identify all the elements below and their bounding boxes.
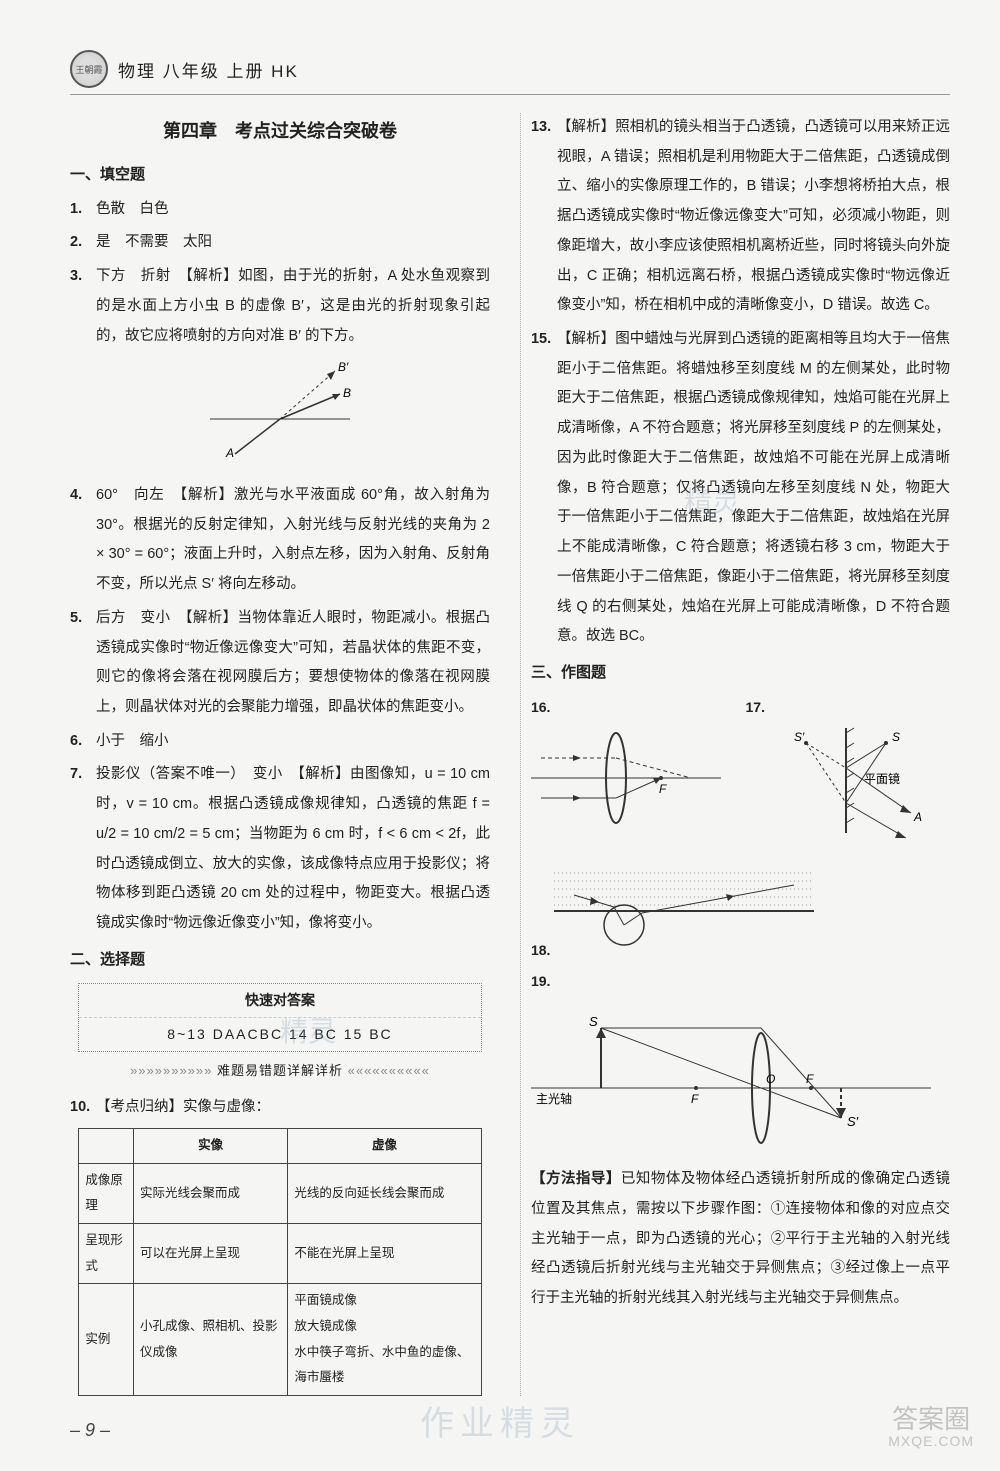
method-guide: 【方法指导】已知物体及物体经凸透镜折射所成的像确定凸透镜位置及其焦点，需按以下步… — [531, 1165, 950, 1314]
th-1: 实像 — [134, 1129, 288, 1164]
fig18-label: 18. — [531, 942, 550, 958]
quick-answers-box: 快速对答案 8~13 DAACBC 14 BC 15 BC — [78, 983, 482, 1051]
q7: 7. 投影仪（答案不唯一） 变小 【解析】由图像知，u = 10 cm 时，v … — [70, 760, 490, 938]
svg-text:S′: S′ — [847, 1114, 859, 1129]
q3-diagram: A B B′ — [70, 359, 490, 471]
svg-text:F: F — [806, 1072, 814, 1086]
cell: 小孔成像、照相机、投影仪成像 — [134, 1284, 288, 1396]
svg-text:F: F — [691, 1092, 699, 1106]
table-row: 呈现形式 可以在光屏上呈现 不能在光屏上呈现 — [79, 1224, 481, 1284]
cell: 实例 — [79, 1284, 134, 1396]
fig16-label: 16. — [531, 699, 550, 715]
section-draw: 三、作图题 — [531, 658, 950, 689]
th-2: 虚像 — [288, 1129, 481, 1164]
logo-badge: 王朝霞 — [70, 50, 108, 88]
q2-num: 2. — [70, 228, 96, 258]
content-columns: 第四章 考点过关综合突破卷 一、填空题 1. 色散 白色 2. 是 不需要 太阳… — [70, 113, 950, 1396]
q10-num: 10. — [70, 1093, 96, 1123]
section-choice: 二、选择题 — [70, 945, 490, 976]
wm-br-1: 答案圈 — [888, 1405, 974, 1434]
q13-num: 13. — [531, 113, 557, 321]
q6: 6. 小于 缩小 — [70, 727, 490, 757]
page-number: 9 — [70, 1420, 110, 1441]
right-column: 13. 【解析】照相机的镜头相当于凸透镜，凸透镜可以用来矫正远视眼，A 错误；照… — [520, 113, 950, 1396]
figs-16-17: 16. F 17. — [531, 693, 950, 865]
q7-text: 投影仪（答案不唯一） 变小 【解析】由图像知，u = 10 cm 时，v = 1… — [96, 760, 490, 938]
cell: 光线的反向延长线会聚而成 — [288, 1163, 481, 1223]
svg-text:O: O — [766, 1072, 775, 1086]
q4-text: 60° 向左 【解析】激光与水平液面成 60°角，故入射角为 30°。根据光的反… — [96, 481, 490, 600]
th-0 — [79, 1129, 134, 1164]
q4-num: 4. — [70, 481, 96, 600]
cell: 呈现形式 — [79, 1224, 134, 1284]
quickbox-title: 快速对答案 — [79, 984, 481, 1017]
q4: 4. 60° 向左 【解析】激光与水平液面成 60°角，故入射角为 30°。根据… — [70, 481, 490, 600]
svg-text:S: S — [892, 730, 900, 744]
svg-text:B: B — [343, 386, 351, 400]
q6-text: 小于 缩小 — [96, 727, 490, 757]
method-text: 【方法指导】已知物体及物体经凸透镜折射所成的像确定凸透镜位置及其焦点，需按以下步… — [531, 1165, 950, 1314]
q3-num: 3. — [70, 262, 96, 351]
cell: 成像原理 — [79, 1163, 134, 1223]
q15-text: 【解析】图中蜡烛与光屏到凸透镜的距离相等且均大于一倍焦距小于二倍焦距。将蜡烛移至… — [557, 325, 950, 652]
q1: 1. 色散 白色 — [70, 195, 490, 225]
fig16: 16. F — [531, 693, 736, 865]
q5-num: 5. — [70, 604, 96, 723]
q7-num: 7. — [70, 760, 96, 938]
table-header-row: 实像 虚像 — [79, 1129, 481, 1164]
table-row: 成像原理 实际光线会聚而成 光线的反向延长线会聚而成 — [79, 1163, 481, 1223]
q10-text: 【考点归纳】实像与虚像： — [96, 1093, 490, 1123]
svg-text:S: S — [589, 1014, 598, 1029]
fig19-axis-label: 主光轴 — [536, 1091, 572, 1106]
svg-text:S′: S′ — [794, 730, 805, 744]
cell: 不能在光屏上呈现 — [288, 1224, 481, 1284]
section-fill: 一、填空题 — [70, 160, 490, 191]
svg-text:A: A — [913, 810, 922, 824]
image-table: 实像 虚像 成像原理 实际光线会聚而成 光线的反向延长线会聚而成 呈现形式 可以… — [78, 1128, 481, 1396]
method-label: 【方法指导】 — [531, 1171, 621, 1187]
header-meta: 物理 八年级 上册 HK — [118, 57, 299, 82]
left-column: 第四章 考点过关综合突破卷 一、填空题 1. 色散 白色 2. 是 不需要 太阳… — [70, 113, 500, 1396]
cell: 可以在光屏上呈现 — [134, 1224, 288, 1284]
hard-questions-header: 难题易错题详解详析 — [70, 1058, 490, 1085]
q13-text: 【解析】照相机的镜头相当于凸透镜，凸透镜可以用来矫正远视眼，A 错误；照相机是利… — [557, 113, 950, 321]
svg-text:F: F — [659, 782, 667, 796]
q1-num: 1. — [70, 195, 96, 225]
fig19: 19. 主光轴 S S′ F F O — [531, 967, 950, 1159]
q1-text: 色散 白色 — [96, 195, 490, 225]
fig18: 18. — [531, 865, 950, 967]
wm-br-2: MXQE.COM — [888, 1434, 974, 1449]
page-header: 王朝霞 物理 八年级 上册 HK — [70, 50, 950, 95]
chapter-title: 第四章 考点过关综合突破卷 — [70, 113, 490, 150]
q2-text: 是 不需要 太阳 — [96, 228, 490, 258]
q3: 3. 下方 折射 【解析】如图，由于光的折射，A 处水鱼观察到的是水面上方小虫 … — [70, 262, 490, 351]
q13: 13. 【解析】照相机的镜头相当于凸透镜，凸透镜可以用来矫正远视眼，A 错误；照… — [531, 113, 950, 321]
quickbox-row: 8~13 DAACBC 14 BC 15 BC — [79, 1017, 481, 1051]
q3-text: 下方 折射 【解析】如图，由于光的折射，A 处水鱼观察到的是水面上方小虫 B 的… — [96, 262, 490, 351]
fig19-label: 19. — [531, 973, 550, 989]
q2: 2. 是 不需要 太阳 — [70, 228, 490, 258]
fig17: 17. 平面镜 S′ S — [746, 693, 951, 865]
fig17-label: 17. — [746, 699, 765, 715]
q15: 15. 【解析】图中蜡烛与光屏到凸透镜的距离相等且均大于一倍焦距小于二倍焦距。将… — [531, 325, 950, 652]
watermark-bottom: 作业精灵 — [420, 1396, 580, 1445]
cell: 实际光线会聚而成 — [134, 1163, 288, 1223]
svg-text:B′: B′ — [338, 360, 349, 374]
method-body: 已知物体及物体经凸透镜折射所成的像确定凸透镜位置及其焦点，需按以下步骤作图：①连… — [531, 1171, 950, 1306]
q15-num: 15. — [531, 325, 557, 652]
watermark-bottom-right: 答案圈 MXQE.COM — [888, 1405, 974, 1449]
q6-num: 6. — [70, 727, 96, 757]
q10: 10. 【考点归纳】实像与虚像： — [70, 1093, 490, 1123]
svg-text:A: A — [225, 446, 234, 459]
table-row: 实例 小孔成像、照相机、投影仪成像 平面镜成像 放大镜成像 水中筷子弯折、水中鱼… — [79, 1284, 481, 1396]
q5-text: 后方 变小 【解析】当物体靠近人眼时，物距减小。根据凸透镜成实像时“物近像远像变… — [96, 604, 490, 723]
cell: 平面镜成像 放大镜成像 水中筷子弯折、水中鱼的虚像、海市蜃楼 — [288, 1284, 481, 1396]
q5: 5. 后方 变小 【解析】当物体靠近人眼时，物距减小。根据凸透镜成实像时“物近像… — [70, 604, 490, 723]
